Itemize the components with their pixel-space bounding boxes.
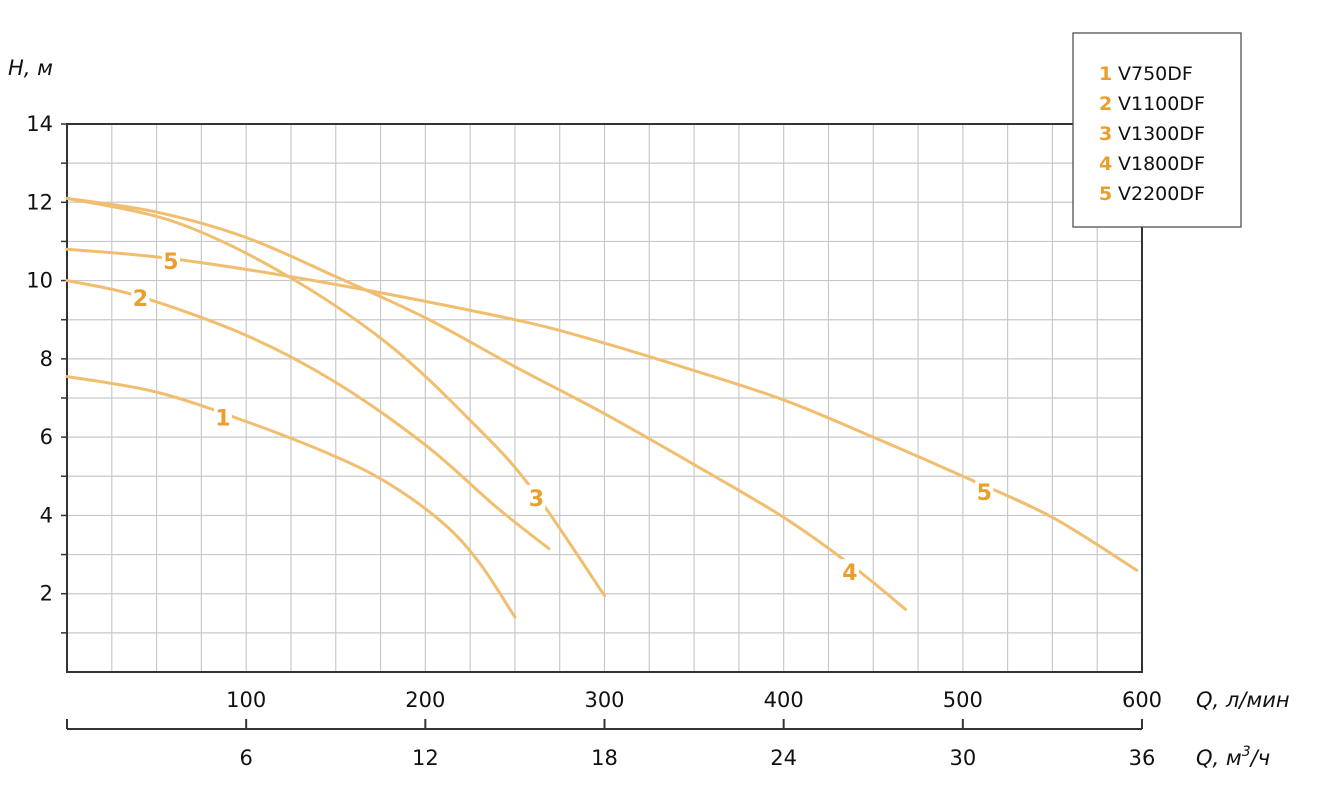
curve-V1800DF [65, 196, 907, 611]
grid [67, 124, 1142, 672]
legend-label: V1800DF [1118, 153, 1205, 175]
x-tick-label: 300 [584, 688, 624, 712]
curve-label-4: 4 [842, 561, 857, 586]
curve-label-1: 1 [215, 407, 230, 432]
x-axis-secondary-title: Q, м3/ч [1196, 744, 1270, 770]
curve-label-backdrop [975, 478, 994, 503]
curve-label-backdrop [131, 285, 150, 310]
x-tick-label: 200 [405, 688, 445, 712]
y-tick-label: 2 [40, 582, 53, 606]
legend-items: 1 V750DF 2 V1100DF 3 V1300DF 4 V1800DF 5 V2200DF [1099, 63, 1205, 205]
legend-number: 3 [1099, 123, 1112, 145]
y-tick-label: 8 [40, 347, 53, 371]
legend-label: V1300DF [1118, 123, 1205, 145]
legend-label: V1100DF [1118, 93, 1205, 115]
x2-tick-label: 6 [239, 746, 252, 770]
curve-label-3: 3 [529, 487, 544, 512]
curve-label-backdrop [840, 559, 859, 584]
legend-number: 5 [1099, 183, 1112, 205]
x2-title-sup: 3 [1242, 744, 1251, 760]
x2-tick-label: 18 [591, 746, 618, 770]
x-tick-label: 600 [1122, 688, 1162, 712]
y-tick-label: 12 [26, 190, 53, 214]
y-tick-label: 14 [26, 112, 53, 136]
curve-label-5: 5 [977, 481, 992, 506]
legend: 1 V750DF 2 V1100DF 3 V1300DF 4 V1800DF 5 V2200DF [1072, 32, 1242, 228]
x-axis-title: Q, л/мин [1196, 688, 1290, 712]
legend-label: V2200DF [1118, 183, 1205, 205]
legend-number: 2 [1099, 93, 1112, 115]
curve-label-backdrop [161, 248, 180, 272]
curve-label-2: 2 [133, 287, 148, 312]
curve-label-backdrop [213, 404, 232, 429]
y-tick-label: 6 [40, 425, 53, 449]
x2-title-prefix: Q, м [1196, 746, 1242, 770]
x2-tick-label: 24 [770, 746, 797, 770]
x-tick-label: 500 [943, 688, 983, 712]
x2-title-suffix: /ч [1249, 746, 1270, 770]
curve-V1100DF [65, 279, 551, 551]
x2-tick-label: 36 [1129, 746, 1156, 770]
curve-V750DF [65, 374, 517, 619]
curve-label-5: 5 [163, 250, 178, 275]
legend-box [1072, 32, 1242, 228]
legend-label: V750DF [1118, 63, 1193, 85]
y-axis-title: H, м [8, 56, 53, 80]
x2-tick-label: 30 [949, 746, 976, 770]
curve-labels: 1 2 3 4 5 5 [131, 248, 994, 586]
legend-number: 4 [1099, 153, 1112, 175]
y-tick-label: 4 [40, 503, 53, 527]
x2-tick-label: 12 [412, 746, 439, 770]
y-tick-label: 10 [26, 269, 53, 293]
curve-label-backdrop [527, 484, 546, 509]
x-tick-label: 100 [226, 688, 266, 712]
x-tick-label: 400 [764, 688, 804, 712]
legend-number: 1 [1099, 63, 1112, 85]
